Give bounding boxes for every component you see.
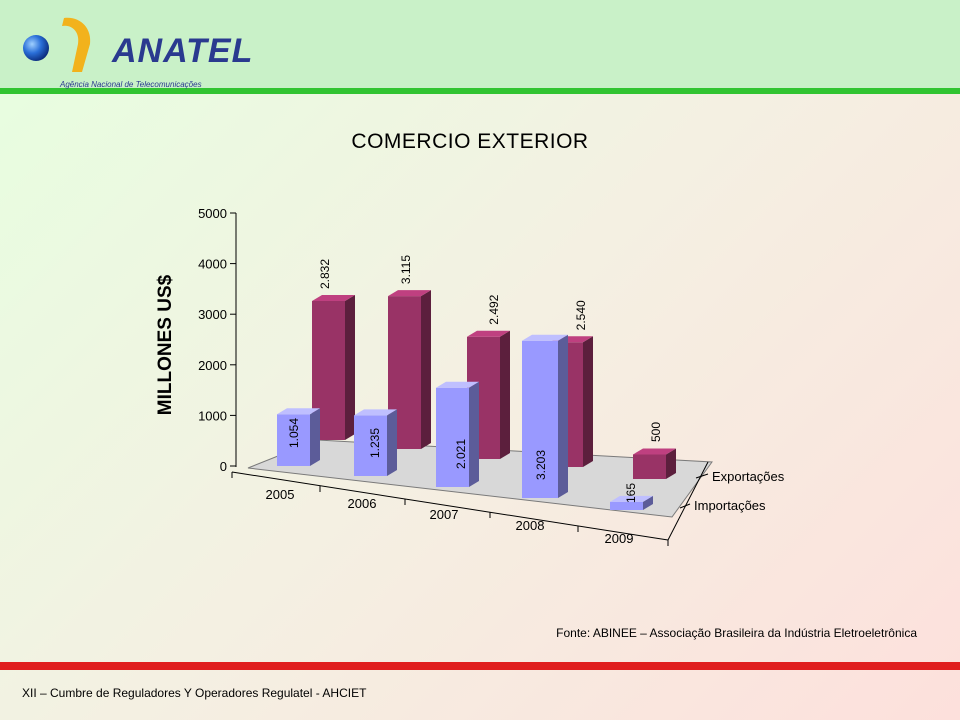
depth-tick xyxy=(679,503,691,509)
chart-title: COMERCIO EXTERIOR xyxy=(351,130,589,153)
data-label-exportacoes: 2.492 xyxy=(487,294,501,324)
y-tick-label: 3000 xyxy=(198,307,227,322)
bar-importacoes-front xyxy=(277,414,310,466)
y-tick-label: 2000 xyxy=(198,358,227,373)
bar-exportacoes-side xyxy=(421,290,431,449)
bar-exportacoes-front xyxy=(633,454,666,479)
series-label: Importações xyxy=(694,498,766,513)
bar-importacoes-top xyxy=(610,495,653,502)
header-divider xyxy=(0,88,960,94)
bar-exportacoes-top xyxy=(312,295,355,301)
data-label-exportacoes: 500 xyxy=(649,422,663,442)
y-axis-title: MILLONES US$ xyxy=(155,274,176,415)
depth-tick xyxy=(695,473,709,479)
logo-wordmark: ANATEL xyxy=(112,32,254,70)
bar-exportacoes-side xyxy=(345,295,355,440)
x-tick-label: 2008 xyxy=(516,518,545,533)
data-label-importacoes: 1.054 xyxy=(287,418,301,448)
series-label: Exportações xyxy=(712,469,785,484)
bar-importacoes-top xyxy=(277,408,320,415)
footer-text: XII – Cumbre de Reguladores Y Operadores… xyxy=(22,686,367,700)
bar-exportacoes-side xyxy=(666,448,676,479)
anatel-logo-mark xyxy=(23,17,91,73)
bar-exportacoes-front xyxy=(312,301,345,440)
bar-exportacoes-side xyxy=(500,330,510,459)
bar-exportacoes-top xyxy=(633,448,676,455)
x-tick-label: 2006 xyxy=(348,496,377,511)
bar-importacoes-top xyxy=(354,409,397,416)
data-label-exportacoes: 3.115 xyxy=(399,255,413,284)
y-tick-label: 0 xyxy=(220,459,227,474)
bar-importacoes-side xyxy=(387,409,397,476)
x-tick-label: 2007 xyxy=(430,507,459,522)
bar-importacoes-front xyxy=(522,340,558,498)
data-label-exportacoes: 2.832 xyxy=(318,259,332,289)
footer-divider xyxy=(0,662,960,670)
x-tick-label: 2005 xyxy=(266,487,295,502)
bar-importacoes-front xyxy=(354,415,387,476)
x-axis-line xyxy=(231,471,669,541)
bar-exportacoes-side xyxy=(583,336,593,467)
bar-importacoes-side xyxy=(310,408,320,466)
logo-subtitle: Agência Nacional de Telecomunicações xyxy=(60,80,202,89)
bar-exportacoes-top xyxy=(467,330,510,337)
header-bar xyxy=(0,0,960,88)
anatel-logo: ANATEL Agência Nacional de Telecomunicaç… xyxy=(20,14,252,89)
bar-importacoes-front xyxy=(610,501,643,510)
bar-importacoes-front xyxy=(436,387,469,487)
source-caption: Fonte: ABINEE – Associação Brasileira da… xyxy=(556,626,917,640)
y-tick-label: 4000 xyxy=(198,257,227,272)
bar-importacoes-top xyxy=(436,381,479,388)
bar-exportacoes-top xyxy=(388,290,431,297)
x-tick-label: 2009 xyxy=(605,531,634,546)
data-label-importacoes: 1.235 xyxy=(368,428,382,458)
bar-importacoes-side xyxy=(469,381,479,487)
data-label-importacoes: 3.203 xyxy=(534,450,548,480)
y-tick-label: 1000 xyxy=(198,408,227,423)
bar-importacoes-top xyxy=(522,334,568,341)
data-label-importacoes: 165 xyxy=(624,483,638,503)
bar-importacoes-side xyxy=(558,334,568,498)
depth-axis-line xyxy=(667,461,709,541)
data-label-exportacoes: 2.540 xyxy=(574,300,588,330)
y-tick-label: 5000 xyxy=(198,206,227,221)
bar-importacoes-side xyxy=(643,495,653,510)
data-label-importacoes: 2.021 xyxy=(454,439,468,469)
